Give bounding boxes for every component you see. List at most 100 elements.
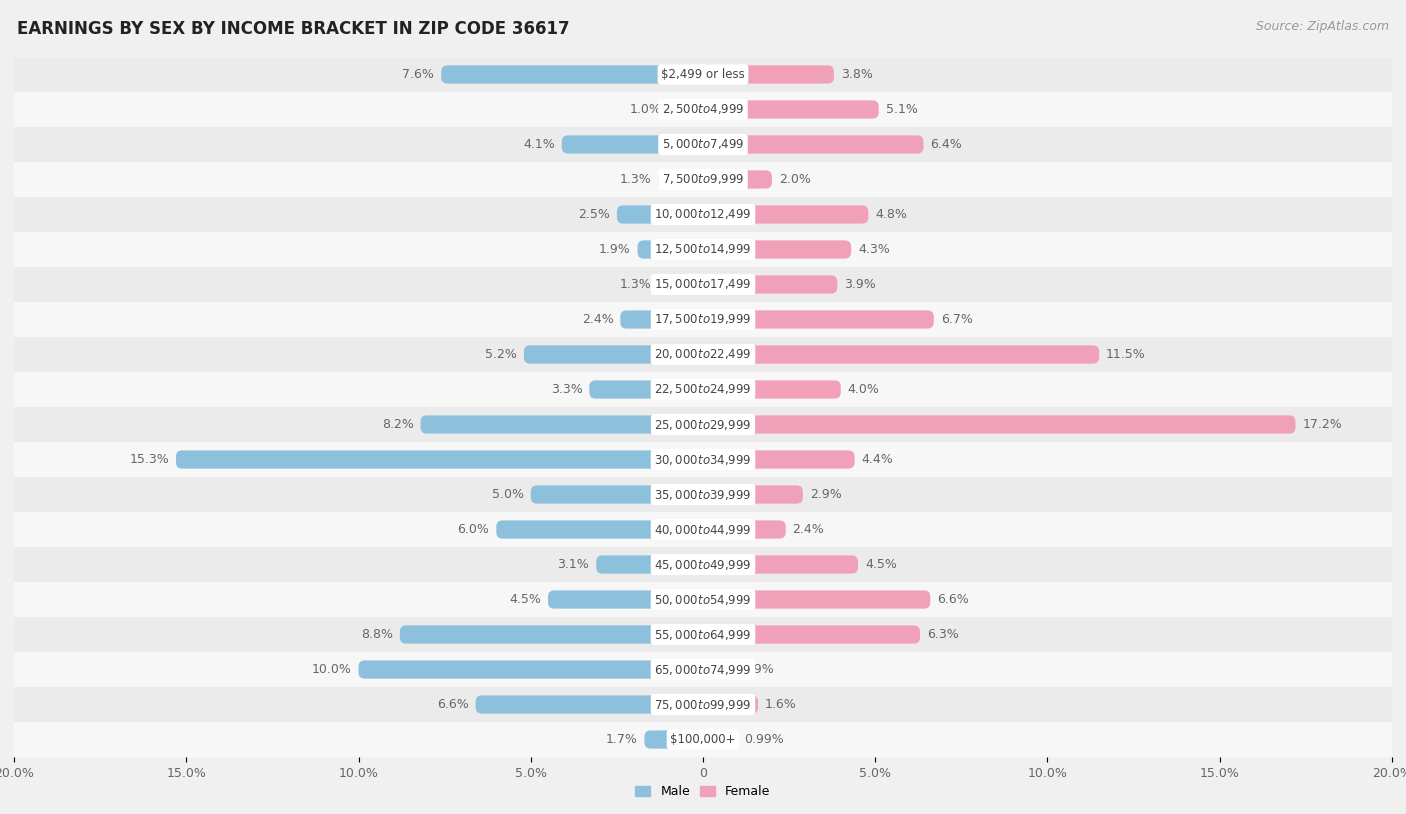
Text: 3.3%: 3.3% xyxy=(551,383,582,396)
FancyBboxPatch shape xyxy=(703,450,855,469)
Text: 4.1%: 4.1% xyxy=(523,138,555,151)
FancyBboxPatch shape xyxy=(658,275,703,294)
Text: 1.6%: 1.6% xyxy=(765,698,797,711)
FancyBboxPatch shape xyxy=(644,730,703,749)
Text: 6.6%: 6.6% xyxy=(938,593,969,606)
Text: 5.1%: 5.1% xyxy=(886,103,918,116)
Bar xyxy=(14,652,1392,687)
Text: 6.6%: 6.6% xyxy=(437,698,468,711)
FancyBboxPatch shape xyxy=(703,100,879,119)
FancyBboxPatch shape xyxy=(596,555,703,574)
Bar xyxy=(14,337,1392,372)
Bar xyxy=(14,442,1392,477)
Text: $20,000 to $22,499: $20,000 to $22,499 xyxy=(654,348,752,361)
Text: 4.5%: 4.5% xyxy=(509,593,541,606)
Text: $50,000 to $54,999: $50,000 to $54,999 xyxy=(654,593,752,606)
Text: EARNINGS BY SEX BY INCOME BRACKET IN ZIP CODE 36617: EARNINGS BY SEX BY INCOME BRACKET IN ZIP… xyxy=(17,20,569,38)
Text: 1.9%: 1.9% xyxy=(599,243,631,256)
Text: 4.3%: 4.3% xyxy=(858,243,890,256)
Text: 3.8%: 3.8% xyxy=(841,68,873,81)
FancyBboxPatch shape xyxy=(703,415,1295,434)
Text: 4.5%: 4.5% xyxy=(865,558,897,571)
FancyBboxPatch shape xyxy=(703,380,841,399)
Bar xyxy=(14,197,1392,232)
Text: Source: ZipAtlas.com: Source: ZipAtlas.com xyxy=(1256,20,1389,33)
FancyBboxPatch shape xyxy=(703,485,803,504)
Text: 2.5%: 2.5% xyxy=(578,208,610,221)
Bar xyxy=(14,407,1392,442)
FancyBboxPatch shape xyxy=(703,65,834,84)
Bar xyxy=(14,372,1392,407)
Text: $30,000 to $34,999: $30,000 to $34,999 xyxy=(654,453,752,466)
Text: $10,000 to $12,499: $10,000 to $12,499 xyxy=(654,208,752,221)
Text: 2.9%: 2.9% xyxy=(810,488,842,501)
FancyBboxPatch shape xyxy=(496,520,703,539)
FancyBboxPatch shape xyxy=(703,135,924,154)
Legend: Male, Female: Male, Female xyxy=(630,781,776,803)
Bar xyxy=(14,722,1392,757)
Bar xyxy=(14,92,1392,127)
Text: 8.2%: 8.2% xyxy=(382,418,413,431)
Text: $100,000+: $100,000+ xyxy=(671,733,735,746)
Text: 6.0%: 6.0% xyxy=(457,523,489,536)
Text: $35,000 to $39,999: $35,000 to $39,999 xyxy=(654,488,752,501)
Text: 11.5%: 11.5% xyxy=(1107,348,1146,361)
Text: 4.8%: 4.8% xyxy=(875,208,907,221)
Text: 4.4%: 4.4% xyxy=(862,453,893,466)
Bar xyxy=(14,57,1392,92)
Text: $7,500 to $9,999: $7,500 to $9,999 xyxy=(662,173,744,186)
FancyBboxPatch shape xyxy=(703,345,1099,364)
Bar xyxy=(14,267,1392,302)
FancyBboxPatch shape xyxy=(637,240,703,259)
FancyBboxPatch shape xyxy=(399,625,703,644)
FancyBboxPatch shape xyxy=(703,660,727,679)
FancyBboxPatch shape xyxy=(359,660,703,679)
FancyBboxPatch shape xyxy=(617,205,703,224)
Text: 2.4%: 2.4% xyxy=(793,523,824,536)
Text: 3.1%: 3.1% xyxy=(558,558,589,571)
Text: 0.99%: 0.99% xyxy=(744,733,783,746)
Text: $75,000 to $99,999: $75,000 to $99,999 xyxy=(654,698,752,711)
Text: $5,000 to $7,499: $5,000 to $7,499 xyxy=(662,138,744,151)
FancyBboxPatch shape xyxy=(524,345,703,364)
FancyBboxPatch shape xyxy=(531,485,703,504)
Text: 7.6%: 7.6% xyxy=(402,68,434,81)
Bar xyxy=(14,687,1392,722)
FancyBboxPatch shape xyxy=(176,450,703,469)
FancyBboxPatch shape xyxy=(703,310,934,329)
Text: 6.4%: 6.4% xyxy=(931,138,962,151)
FancyBboxPatch shape xyxy=(562,135,703,154)
Text: $17,500 to $19,999: $17,500 to $19,999 xyxy=(654,313,752,326)
Text: 6.7%: 6.7% xyxy=(941,313,973,326)
Text: $55,000 to $64,999: $55,000 to $64,999 xyxy=(654,628,752,641)
Bar xyxy=(14,547,1392,582)
Text: 6.3%: 6.3% xyxy=(927,628,959,641)
FancyBboxPatch shape xyxy=(703,730,737,749)
Text: 1.0%: 1.0% xyxy=(630,103,662,116)
Text: 1.3%: 1.3% xyxy=(620,173,651,186)
Bar xyxy=(14,232,1392,267)
Bar xyxy=(14,477,1392,512)
Text: 3.9%: 3.9% xyxy=(844,278,876,291)
Text: 5.0%: 5.0% xyxy=(492,488,524,501)
Text: $12,500 to $14,999: $12,500 to $14,999 xyxy=(654,243,752,256)
Text: $25,000 to $29,999: $25,000 to $29,999 xyxy=(654,418,752,431)
FancyBboxPatch shape xyxy=(703,275,838,294)
Text: 4.0%: 4.0% xyxy=(848,383,880,396)
Text: 2.4%: 2.4% xyxy=(582,313,613,326)
FancyBboxPatch shape xyxy=(669,100,703,119)
FancyBboxPatch shape xyxy=(703,240,851,259)
Bar xyxy=(14,617,1392,652)
Text: $15,000 to $17,499: $15,000 to $17,499 xyxy=(654,278,752,291)
Text: $65,000 to $74,999: $65,000 to $74,999 xyxy=(654,663,752,676)
FancyBboxPatch shape xyxy=(589,380,703,399)
FancyBboxPatch shape xyxy=(441,65,703,84)
Text: 15.3%: 15.3% xyxy=(129,453,169,466)
Text: 0.69%: 0.69% xyxy=(734,663,773,676)
FancyBboxPatch shape xyxy=(620,310,703,329)
FancyBboxPatch shape xyxy=(703,695,758,714)
Text: 10.0%: 10.0% xyxy=(312,663,352,676)
Bar xyxy=(14,512,1392,547)
Text: 8.8%: 8.8% xyxy=(361,628,392,641)
FancyBboxPatch shape xyxy=(548,590,703,609)
